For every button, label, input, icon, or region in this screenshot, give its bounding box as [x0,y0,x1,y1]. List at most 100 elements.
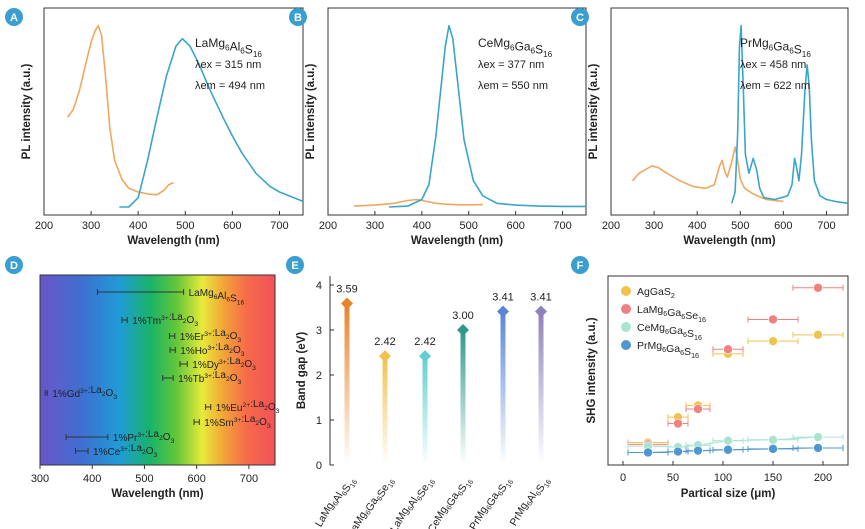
compound-annotation: LaMg6Al6S16 [195,36,262,59]
row-label: 1%Eu2+:La2O3 [216,399,280,415]
data-point [768,444,778,454]
x-tick-label: 50 [667,472,679,484]
x-tick-label: 700 [270,220,288,232]
data-point [813,432,823,442]
panel-a-badge-circle [5,8,23,26]
excitation-annotation: λex = 458 nm [740,59,806,71]
data-point [768,314,778,325]
band-gap-marker [419,350,431,363]
legend-marker [621,304,631,314]
band-gap-value: 3.59 [336,283,357,295]
row-label: 1%Sm3+:La2O3 [204,414,271,430]
band-gap-value: 3.41 [530,292,551,304]
panel-c-badge-circle [571,8,589,26]
band-gap-marker [379,350,391,363]
x-axis-label: Wavelength (nm) [111,488,203,500]
y-axis-label: Band gap (eV) [296,332,308,409]
row-label: 1%Er3+:La2O3 [180,328,242,344]
panel-f-badge-circle [571,256,589,274]
y-tick-label: 3 [316,325,322,337]
data-point [813,443,823,453]
x-tick-label: 700 [553,220,571,232]
x-tick-label: 500 [176,220,194,232]
panel-c-frame [610,7,849,216]
row-label: 1%Dy3+:La2O3 [192,356,256,372]
x-axis-label: Wavelength (nm) [127,235,219,247]
band-gap-stem [382,356,388,465]
row-label: 1%Pr3+:La2O3 [113,429,175,445]
y-axis-label: SHG intensity (a.u.) [586,317,598,423]
row-label: 1%Tm3+:La2O3 [132,312,198,328]
x-tick-label: 0 [620,472,626,484]
x-tick-label: 500 [135,473,153,485]
data-point [643,447,653,458]
compound-annotation: CeMg6Ga6S16 [478,36,553,59]
band-gap-marker [535,305,547,318]
legend-label: CeMg6Ga6S16 [637,322,702,342]
panel-f-badge-letter: F [577,260,584,272]
excitation-annotation: λex = 377 nm [478,59,544,71]
panel-c-emission-line [730,24,849,205]
data-point [693,404,703,414]
legend-marker [621,322,631,332]
panel-a-frame [43,7,304,216]
x-tick-label: 500 [460,220,478,232]
panel-b-emission-line [388,24,586,208]
x-tick-label: 300 [31,473,49,485]
panel-d-badge-circle [5,256,23,274]
panel-a-excitation-line [66,24,174,196]
x-tick-label: 200 [602,220,620,232]
row-label: 1%Ho3+:La2O3 [180,342,244,358]
x-tick-label: 600 [187,473,205,485]
emission-annotation: λem = 622 nm [740,80,810,92]
x-tick-label: 300 [645,220,663,232]
band-gap-value: 3.41 [492,292,513,304]
legend-label: PrMg6Ga6S16 [637,340,699,360]
panel-d-badge-letter: D [10,260,18,272]
excitation-annotation: λex = 315 nm [195,59,261,71]
panel-b-badge-circle [289,8,307,26]
x-tick-label: 400 [413,220,431,232]
band-gap-value: 2.42 [414,336,435,348]
row-label: 1%Ce3+:La2O3 [93,443,157,459]
panel-c-excitation-line [631,146,784,203]
x-tick-label: 600 [223,220,241,232]
emission-annotation: λem = 494 nm [195,80,265,92]
y-tick-label: 4 [316,280,322,292]
data-point [693,445,703,456]
panel-b-excitation-line [353,198,483,207]
panel-e-badge-letter: E [291,260,298,272]
x-axis-label: Partical size (μm) [681,488,776,500]
legend-label: AgGaS2 [637,286,675,300]
row-label: 1%Tb3+:La2O3 [178,370,241,386]
x-axis-label: Wavelength (nm) [683,235,775,247]
data-point [723,344,733,355]
x-tick-label: 150 [764,472,782,484]
data-point [813,282,823,293]
panel-b-frame [327,7,587,216]
band-gap-stem [422,356,428,465]
x-tick-label: 200 [814,472,832,484]
legend-marker [621,286,631,296]
data-point [813,330,823,340]
band-gap-stem [344,303,350,465]
x-tick-label: 600 [506,220,524,232]
x-tick-label: 700 [817,220,835,232]
y-axis-label: PL intensity (a.u.) [21,64,33,160]
data-point [768,336,778,346]
legend-marker [621,340,631,350]
compound-annotation: PrMg6Ga6S16 [740,36,811,59]
panel-a-badge-letter: A [10,12,18,24]
x-tick-label: 100 [714,472,732,484]
panel-f-frame [607,275,849,466]
band-gap-stem [538,311,544,465]
y-tick-label: 1 [316,415,322,427]
row-label: LaMg6Al6S16 [189,288,245,306]
band-gap-value: 3.00 [452,310,473,322]
x-tick-label: 200 [319,220,337,232]
band-gap-marker [497,305,509,318]
panel-a-emission-line [119,37,304,208]
panel-c-badge-letter: C [576,12,584,24]
x-tick-label: 600 [774,220,792,232]
